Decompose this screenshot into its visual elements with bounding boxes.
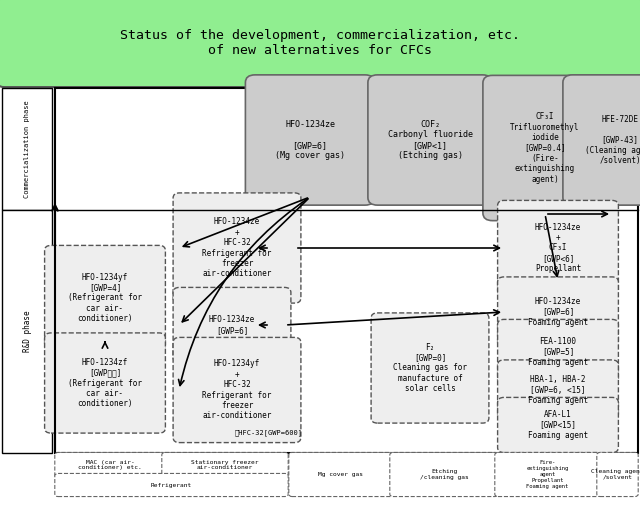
Text: R&D phase: R&D phase [22,310,31,352]
Text: CF₃I
Trifluoromethyl
iodide
[GWP=0.4]
(Fire-
extinguishing
agent): CF₃I Trifluoromethyl iodide [GWP=0.4] (F… [510,112,580,184]
Text: HBA-1, HBA-2
[GWP=6, <15]
Foaming agent: HBA-1, HBA-2 [GWP=6, <15] Foaming agent [528,375,588,405]
Text: HFO-1234ze
+
HFC-32
Refrigerant for
freezer
air-conditioner: HFO-1234ze + HFC-32 Refrigerant for free… [202,217,272,278]
Text: HFO-1234ze
[GWP=6]
Foaming agent: HFO-1234ze [GWP=6] Foaming agent [528,297,588,327]
FancyBboxPatch shape [498,398,618,453]
FancyBboxPatch shape [498,360,618,420]
Text: F₂
[GWP=0]
Cleaning gas for
manufacture of
solar cells: F₂ [GWP=0] Cleaning gas for manufacture … [393,343,467,393]
FancyBboxPatch shape [289,453,393,497]
FancyBboxPatch shape [55,473,288,497]
FancyBboxPatch shape [371,313,489,423]
FancyBboxPatch shape [563,75,640,205]
Text: AFA-L1
[GWP<15]
Foaming agent: AFA-L1 [GWP<15] Foaming agent [528,410,588,440]
FancyBboxPatch shape [483,75,607,220]
Text: FEA-1100
[GWP=5]
Foaming agent: FEA-1100 [GWP=5] Foaming agent [528,337,588,367]
Text: HFO-1234ze
[GWP=6]: HFO-1234ze [GWP=6] [209,315,255,335]
FancyBboxPatch shape [368,75,492,205]
FancyBboxPatch shape [498,201,618,296]
Text: MAC (car air-
conditioner) etc.: MAC (car air- conditioner) etc. [78,460,142,470]
Text: ※HFC-32[GWP=600]: ※HFC-32[GWP=600] [235,430,303,436]
Text: Mg cover gas: Mg cover gas [319,472,364,477]
Text: HFO-1234ze

[GWP=6]
(Mg cover gas): HFO-1234ze [GWP=6] (Mg cover gas) [275,120,345,160]
FancyBboxPatch shape [45,245,165,351]
Text: Cleaning agent
/solvent: Cleaning agent /solvent [591,469,640,480]
FancyBboxPatch shape [162,453,288,477]
FancyBboxPatch shape [0,0,640,87]
Text: Etching
/cleaning gas: Etching /cleaning gas [420,469,468,480]
Text: Status of the development, commercialization, etc.
of new alternatives for CFCs: Status of the development, commercializa… [120,29,520,56]
FancyBboxPatch shape [55,453,165,477]
FancyBboxPatch shape [173,288,291,362]
FancyBboxPatch shape [596,453,638,497]
Text: Commercialization phase: Commercialization phase [24,100,30,198]
Bar [55,88,638,453]
FancyBboxPatch shape [45,333,165,433]
FancyBboxPatch shape [498,320,618,385]
Text: HFE-72DE

[GWP-43]
(Cleaning agent
/solvent): HFE-72DE [GWP-43] (Cleaning agent /solve… [586,115,640,165]
Text: HFO-1234ze
+
CF₃I
[GWP<6]
Propellant: HFO-1234ze + CF₃I [GWP<6] Propellant [535,223,581,273]
Text: Stationary freezer
air-conditioner: Stationary freezer air-conditioner [191,460,259,470]
Text: HFO-1234zf
[GWP不詳]
(Refrigerant for
car air-
conditioner): HFO-1234zf [GWP不詳] (Refrigerant for car … [68,358,142,408]
FancyBboxPatch shape [173,193,301,303]
Bar [2,210,52,453]
FancyBboxPatch shape [390,453,498,497]
FancyBboxPatch shape [173,337,301,443]
Text: HFO-1234yf
[GWP=4]
(Refrigerant for
car air-
conditioner): HFO-1234yf [GWP=4] (Refrigerant for car … [68,273,142,323]
Text: COF₂
Carbonyl fluoride
[GWP<1]
(Etching gas): COF₂ Carbonyl fluoride [GWP<1] (Etching … [387,120,472,160]
FancyBboxPatch shape [498,277,618,347]
FancyBboxPatch shape [495,453,600,497]
Text: Fire-
extinguishing
agent
Propellant
Foaming agent: Fire- extinguishing agent Propellant Foa… [526,461,568,489]
Text: HFO-1234yf
+
HFC-32
Refrigerant for
freezer
air-conditioner: HFO-1234yf + HFC-32 Refrigerant for free… [202,359,272,420]
FancyBboxPatch shape [245,75,374,205]
Bar [2,88,52,210]
Text: Refrigerant: Refrigerant [151,483,192,488]
